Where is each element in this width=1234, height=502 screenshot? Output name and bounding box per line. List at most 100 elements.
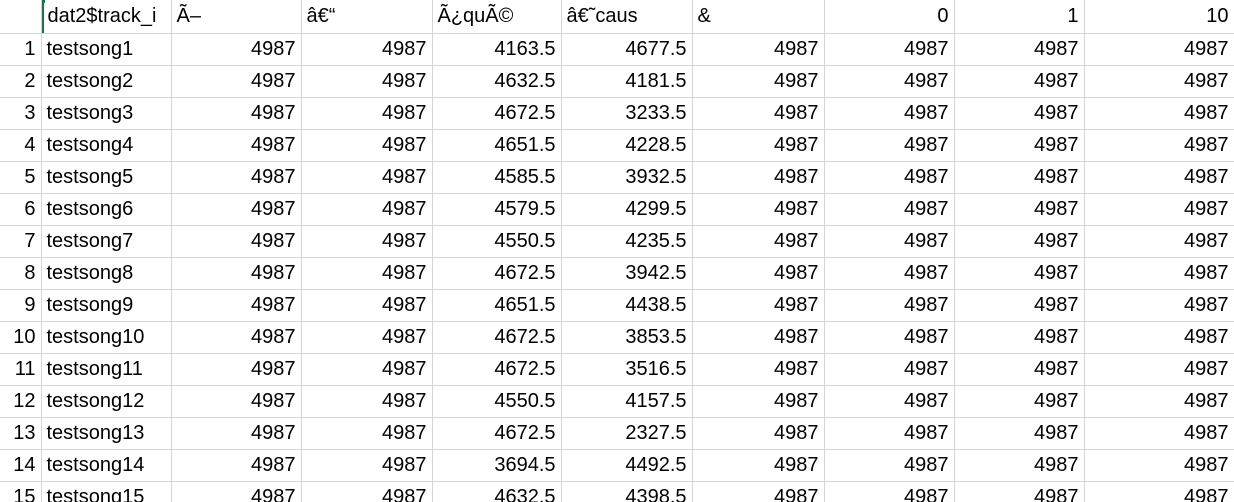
value-cell[interactable]: 4987 (301, 257, 433, 290)
value-cell[interactable]: 4987 (171, 257, 302, 290)
value-cell[interactable]: 4987 (171, 353, 302, 386)
value-cell[interactable]: 4987 (692, 353, 825, 386)
header-cell[interactable]: Ã¿quÃ© (432, 0, 562, 34)
value-cell[interactable]: 4672.5 (432, 97, 562, 130)
value-cell[interactable]: 4987 (954, 225, 1085, 258)
value-cell[interactable]: 4987 (301, 289, 433, 322)
value-cell[interactable]: 4987 (692, 193, 825, 226)
value-cell[interactable]: 4987 (1084, 257, 1234, 290)
value-cell[interactable]: 4987 (692, 385, 825, 418)
value-cell[interactable]: 4987 (692, 417, 825, 450)
row-number-cell[interactable]: 15 (0, 481, 42, 502)
value-cell[interactable]: 4157.5 (561, 385, 693, 418)
track-id-cell[interactable]: testsong1 (41, 33, 172, 66)
value-cell[interactable]: 4987 (1084, 225, 1234, 258)
value-cell[interactable]: 4987 (301, 161, 433, 194)
value-cell[interactable]: 4987 (171, 97, 302, 130)
row-number-cell[interactable]: 1 (0, 33, 42, 66)
header-cell[interactable]: 0 (824, 0, 955, 34)
value-cell[interactable]: 4987 (692, 97, 825, 130)
value-cell[interactable]: 4987 (171, 449, 302, 482)
value-cell[interactable]: 2327.5 (561, 417, 693, 450)
value-cell[interactable]: 4987 (171, 481, 302, 502)
value-cell[interactable]: 4987 (824, 225, 955, 258)
value-cell[interactable]: 4987 (301, 129, 433, 162)
track-id-cell[interactable]: testsong11 (41, 353, 172, 386)
value-cell[interactable]: 4677.5 (561, 33, 693, 66)
header-cell[interactable]: & (692, 0, 825, 34)
value-cell[interactable]: 4987 (301, 321, 433, 354)
value-cell[interactable]: 4672.5 (432, 417, 562, 450)
value-cell[interactable]: 4987 (171, 321, 302, 354)
track-id-cell[interactable]: testsong9 (41, 289, 172, 322)
value-cell[interactable]: 4987 (824, 161, 955, 194)
track-id-cell[interactable]: testsong14 (41, 449, 172, 482)
row-number-cell[interactable]: 8 (0, 257, 42, 290)
value-cell[interactable]: 4987 (301, 385, 433, 418)
header-cell[interactable]: â€“ (301, 0, 433, 34)
value-cell[interactable]: 4228.5 (561, 129, 693, 162)
value-cell[interactable]: 4398.5 (561, 481, 693, 502)
row-number-cell[interactable]: 7 (0, 225, 42, 258)
value-cell[interactable]: 4987 (824, 97, 955, 130)
value-cell[interactable]: 4987 (692, 449, 825, 482)
value-cell[interactable]: 4987 (171, 193, 302, 226)
value-cell[interactable]: 4550.5 (432, 385, 562, 418)
value-cell[interactable]: 4987 (692, 481, 825, 502)
value-cell[interactable]: 4987 (1084, 129, 1234, 162)
value-cell[interactable]: 4987 (954, 481, 1085, 502)
row-number-cell[interactable]: 14 (0, 449, 42, 482)
row-number-cell[interactable]: 13 (0, 417, 42, 450)
value-cell[interactable]: 4987 (954, 449, 1085, 482)
value-cell[interactable]: 4181.5 (561, 65, 693, 98)
value-cell[interactable]: 4987 (954, 65, 1085, 98)
track-id-cell[interactable]: testsong10 (41, 321, 172, 354)
value-cell[interactable]: 4987 (954, 193, 1085, 226)
value-cell[interactable]: 4987 (692, 129, 825, 162)
value-cell[interactable]: 4987 (692, 321, 825, 354)
value-cell[interactable]: 4987 (301, 65, 433, 98)
value-cell[interactable]: 4987 (954, 289, 1085, 322)
value-cell[interactable]: 4987 (171, 65, 302, 98)
value-cell[interactable]: 4987 (171, 417, 302, 450)
row-number-cell[interactable]: 12 (0, 385, 42, 418)
value-cell[interactable]: 4987 (301, 353, 433, 386)
value-cell[interactable]: 4987 (1084, 385, 1234, 418)
value-cell[interactable]: 4987 (954, 321, 1085, 354)
value-cell[interactable]: 4987 (1084, 417, 1234, 450)
value-cell[interactable]: 4987 (1084, 481, 1234, 502)
row-number-cell[interactable]: 10 (0, 321, 42, 354)
value-cell[interactable]: 4987 (1084, 33, 1234, 66)
value-cell[interactable]: 4987 (692, 289, 825, 322)
value-cell[interactable]: 4585.5 (432, 161, 562, 194)
header-cell[interactable]: 1 (954, 0, 1085, 34)
value-cell[interactable]: 3233.5 (561, 97, 693, 130)
value-cell[interactable]: 4987 (692, 65, 825, 98)
header-cell[interactable]: â€˜caus (561, 0, 693, 34)
track-id-cell[interactable]: testsong15 (41, 481, 172, 502)
value-cell[interactable]: 4987 (954, 33, 1085, 66)
value-cell[interactable]: 4987 (171, 289, 302, 322)
value-cell[interactable]: 4987 (954, 97, 1085, 130)
value-cell[interactable]: 3942.5 (561, 257, 693, 290)
track-id-cell[interactable]: testsong8 (41, 257, 172, 290)
selection-handle[interactable] (41, 0, 45, 3)
row-number-cell[interactable]: 4 (0, 129, 42, 162)
value-cell[interactable]: 4987 (301, 449, 433, 482)
value-cell[interactable]: 4987 (301, 33, 433, 66)
value-cell[interactable]: 4987 (1084, 161, 1234, 194)
value-cell[interactable]: 4987 (692, 257, 825, 290)
value-cell[interactable]: 4987 (954, 353, 1085, 386)
value-cell[interactable]: 4987 (824, 65, 955, 98)
value-cell[interactable]: 4651.5 (432, 129, 562, 162)
track-id-cell[interactable]: testsong4 (41, 129, 172, 162)
value-cell[interactable]: 4632.5 (432, 481, 562, 502)
value-cell[interactable]: 4163.5 (432, 33, 562, 66)
row-number-cell[interactable]: 5 (0, 161, 42, 194)
row-number-cell[interactable]: 6 (0, 193, 42, 226)
value-cell[interactable]: 4651.5 (432, 289, 562, 322)
value-cell[interactable]: 4438.5 (561, 289, 693, 322)
value-cell[interactable]: 4987 (171, 225, 302, 258)
value-cell[interactable]: 4987 (954, 161, 1085, 194)
value-cell[interactable]: 4987 (824, 33, 955, 66)
